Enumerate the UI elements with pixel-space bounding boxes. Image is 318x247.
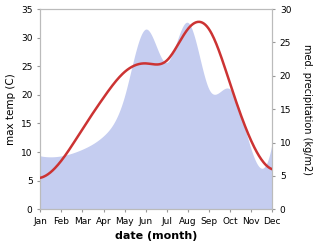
X-axis label: date (month): date (month): [115, 231, 197, 242]
Y-axis label: med. precipitation (kg/m2): med. precipitation (kg/m2): [302, 44, 313, 175]
Y-axis label: max temp (C): max temp (C): [5, 73, 16, 145]
